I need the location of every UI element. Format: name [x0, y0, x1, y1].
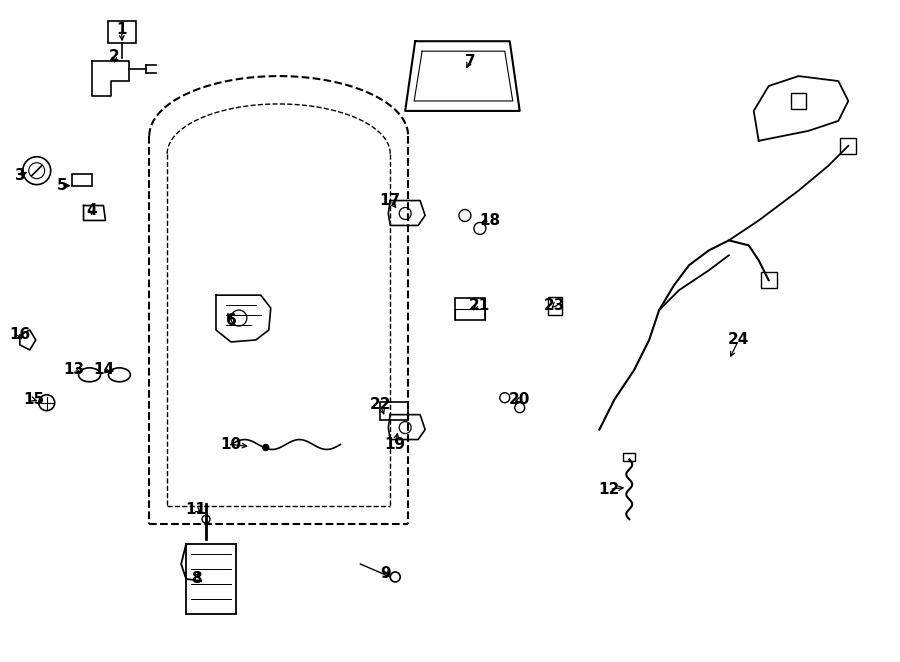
Text: 3: 3 [14, 168, 25, 183]
Text: 19: 19 [384, 437, 406, 452]
Text: 7: 7 [464, 54, 475, 69]
Bar [624, 453, 635, 461]
Bar [760, 272, 777, 288]
Bar [790, 93, 806, 109]
Text: 6: 6 [226, 312, 237, 328]
Bar [186, 544, 236, 614]
Text: 15: 15 [23, 392, 44, 407]
Text: 14: 14 [93, 362, 114, 377]
Bar [547, 297, 562, 315]
Bar [108, 21, 136, 43]
Text: 5: 5 [57, 178, 67, 193]
Text: 24: 24 [728, 332, 750, 348]
Circle shape [263, 444, 269, 451]
Bar [381, 402, 409, 420]
Text: 1: 1 [116, 22, 127, 37]
Text: 18: 18 [480, 213, 500, 228]
Text: 16: 16 [9, 328, 31, 342]
Text: 20: 20 [509, 392, 530, 407]
Text: 11: 11 [185, 502, 207, 517]
Text: 21: 21 [469, 298, 491, 312]
Bar [72, 173, 92, 185]
Text: 9: 9 [380, 567, 391, 581]
Text: 12: 12 [598, 482, 620, 497]
Text: 22: 22 [370, 397, 391, 412]
Text: 8: 8 [191, 571, 202, 587]
Text: 13: 13 [63, 362, 84, 377]
Bar [841, 138, 856, 154]
Text: 4: 4 [86, 203, 97, 218]
Text: 10: 10 [220, 437, 241, 452]
Text: 2: 2 [109, 49, 120, 64]
Bar [455, 298, 485, 320]
Text: 23: 23 [544, 298, 565, 312]
Text: 17: 17 [380, 193, 400, 208]
